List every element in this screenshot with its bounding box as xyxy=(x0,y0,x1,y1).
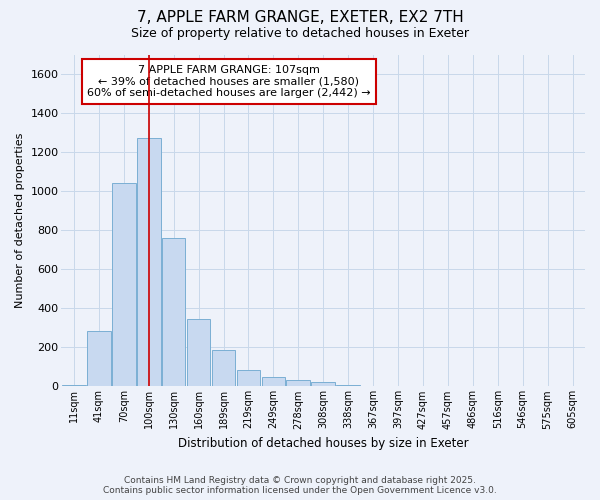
Bar xyxy=(286,380,310,386)
Text: Size of property relative to detached houses in Exeter: Size of property relative to detached ho… xyxy=(131,28,469,40)
Bar xyxy=(162,238,185,386)
Bar xyxy=(137,138,161,386)
Bar xyxy=(311,382,335,386)
Text: Contains HM Land Registry data © Crown copyright and database right 2025.
Contai: Contains HM Land Registry data © Crown c… xyxy=(103,476,497,495)
Bar xyxy=(212,350,235,386)
Text: 7, APPLE FARM GRANGE, EXETER, EX2 7TH: 7, APPLE FARM GRANGE, EXETER, EX2 7TH xyxy=(137,10,463,25)
Bar xyxy=(87,331,110,386)
X-axis label: Distribution of detached houses by size in Exeter: Distribution of detached houses by size … xyxy=(178,437,469,450)
Bar xyxy=(187,319,211,386)
Y-axis label: Number of detached properties: Number of detached properties xyxy=(15,133,25,308)
Bar xyxy=(262,376,285,386)
Bar xyxy=(112,182,136,386)
Bar xyxy=(236,370,260,386)
Text: 7 APPLE FARM GRANGE: 107sqm
← 39% of detached houses are smaller (1,580)
60% of : 7 APPLE FARM GRANGE: 107sqm ← 39% of det… xyxy=(87,65,371,98)
